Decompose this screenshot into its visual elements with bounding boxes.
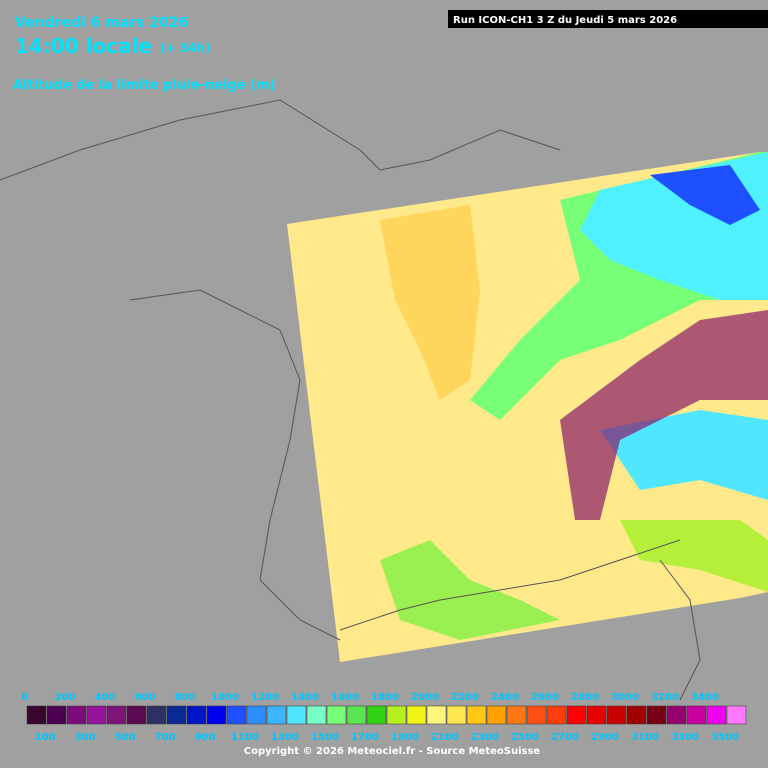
legend-swatch	[286, 705, 307, 725]
legend-label: 2700	[551, 732, 579, 743]
legend-swatch	[46, 705, 67, 725]
lead-time: (+ 34h)	[160, 41, 210, 55]
legend-label: 700	[155, 732, 176, 743]
time: 14:00 locale	[15, 34, 152, 58]
legend-label: 400	[95, 692, 116, 703]
blue-area	[650, 165, 760, 225]
legend-label: 1600	[331, 692, 359, 703]
legend-swatch	[706, 705, 727, 725]
legend-label: 2300	[471, 732, 499, 743]
legend-label: 2800	[571, 692, 599, 703]
legend-label: 2500	[511, 732, 539, 743]
legend-swatch	[126, 705, 147, 725]
legend-label: 1900	[391, 732, 419, 743]
warm-area	[380, 205, 480, 400]
legend-swatch	[726, 705, 747, 725]
legend-swatch	[686, 705, 707, 725]
run-box	[448, 10, 768, 28]
legend-swatch	[366, 705, 387, 725]
legend-label: 2000	[411, 692, 439, 703]
legend-swatch	[146, 705, 167, 725]
legend-swatch	[386, 705, 407, 725]
legend-label: 800	[175, 692, 196, 703]
legend-label: 200	[55, 692, 76, 703]
legend-label: 3300	[671, 732, 699, 743]
legend-swatch	[166, 705, 187, 725]
green-area	[620, 520, 768, 592]
legend-swatch	[306, 705, 327, 725]
legend-label: 2400	[491, 692, 519, 703]
coastline	[339, 539, 681, 631]
legend-swatch	[226, 705, 247, 725]
legend-label: 2900	[591, 732, 619, 743]
legend-label: 3500	[711, 732, 739, 743]
alps-area	[560, 310, 768, 520]
legend-swatch	[646, 705, 667, 725]
parameter: Altitude de la limite pluie-neige (m)	[13, 78, 275, 93]
legend-label: 300	[75, 732, 96, 743]
legend-swatch	[586, 705, 607, 725]
legend-label: 2100	[431, 732, 459, 743]
copyright: Copyright © 2026 Meteociel.fr - Source M…	[244, 746, 541, 757]
legend-label: 1300	[271, 732, 299, 743]
legend-swatch	[186, 705, 207, 725]
legend-swatch	[566, 705, 587, 725]
legend-label: 1100	[231, 732, 259, 743]
legend-swatch	[266, 705, 287, 725]
legend-swatch	[106, 705, 127, 725]
date: Vendredi 6 mars 2026	[15, 15, 188, 31]
legend-label: 3200	[651, 692, 679, 703]
legend-swatch	[426, 705, 447, 725]
legend-swatch	[606, 705, 627, 725]
coastline	[129, 289, 341, 641]
legend-label: 1500	[311, 732, 339, 743]
legend-swatch	[326, 705, 347, 725]
legend-swatch	[666, 705, 687, 725]
legend-swatch	[506, 705, 527, 725]
legend-label: 1700	[351, 732, 379, 743]
legend-swatch	[246, 705, 267, 725]
legend-swatch	[66, 705, 87, 725]
legend-label: 1400	[291, 692, 319, 703]
legend-swatch	[546, 705, 567, 725]
legend-swatch	[406, 705, 427, 725]
coastline	[659, 559, 701, 701]
legend-swatch	[446, 705, 467, 725]
legend-label: 1800	[371, 692, 399, 703]
legend-swatch	[86, 705, 107, 725]
legend-swatch	[526, 705, 547, 725]
legend-label: 3000	[611, 692, 639, 703]
legend-swatch	[26, 705, 47, 725]
legend-swatch	[626, 705, 647, 725]
legend-label: 600	[135, 692, 156, 703]
legend-swatch	[466, 705, 487, 725]
cyan-area	[600, 410, 768, 500]
coastline	[0, 99, 561, 181]
legend-label: 2600	[531, 692, 559, 703]
legend-label: 0	[22, 692, 29, 703]
legend-label: 100	[35, 732, 56, 743]
legend-label: 3400	[691, 692, 719, 703]
run: Run ICON-CH1 3 Z du Jeudi 5 mars 2026	[453, 15, 677, 26]
legend-label: 500	[115, 732, 136, 743]
legend-label: 900	[195, 732, 216, 743]
legend-swatch	[486, 705, 507, 725]
legend-label: 1200	[251, 692, 279, 703]
legend-swatch	[346, 705, 367, 725]
green-area	[380, 540, 560, 640]
legend-label: 1000	[211, 692, 239, 703]
legend-label: 3100	[631, 732, 659, 743]
legend-swatch	[206, 705, 227, 725]
legend-label: 2200	[451, 692, 479, 703]
